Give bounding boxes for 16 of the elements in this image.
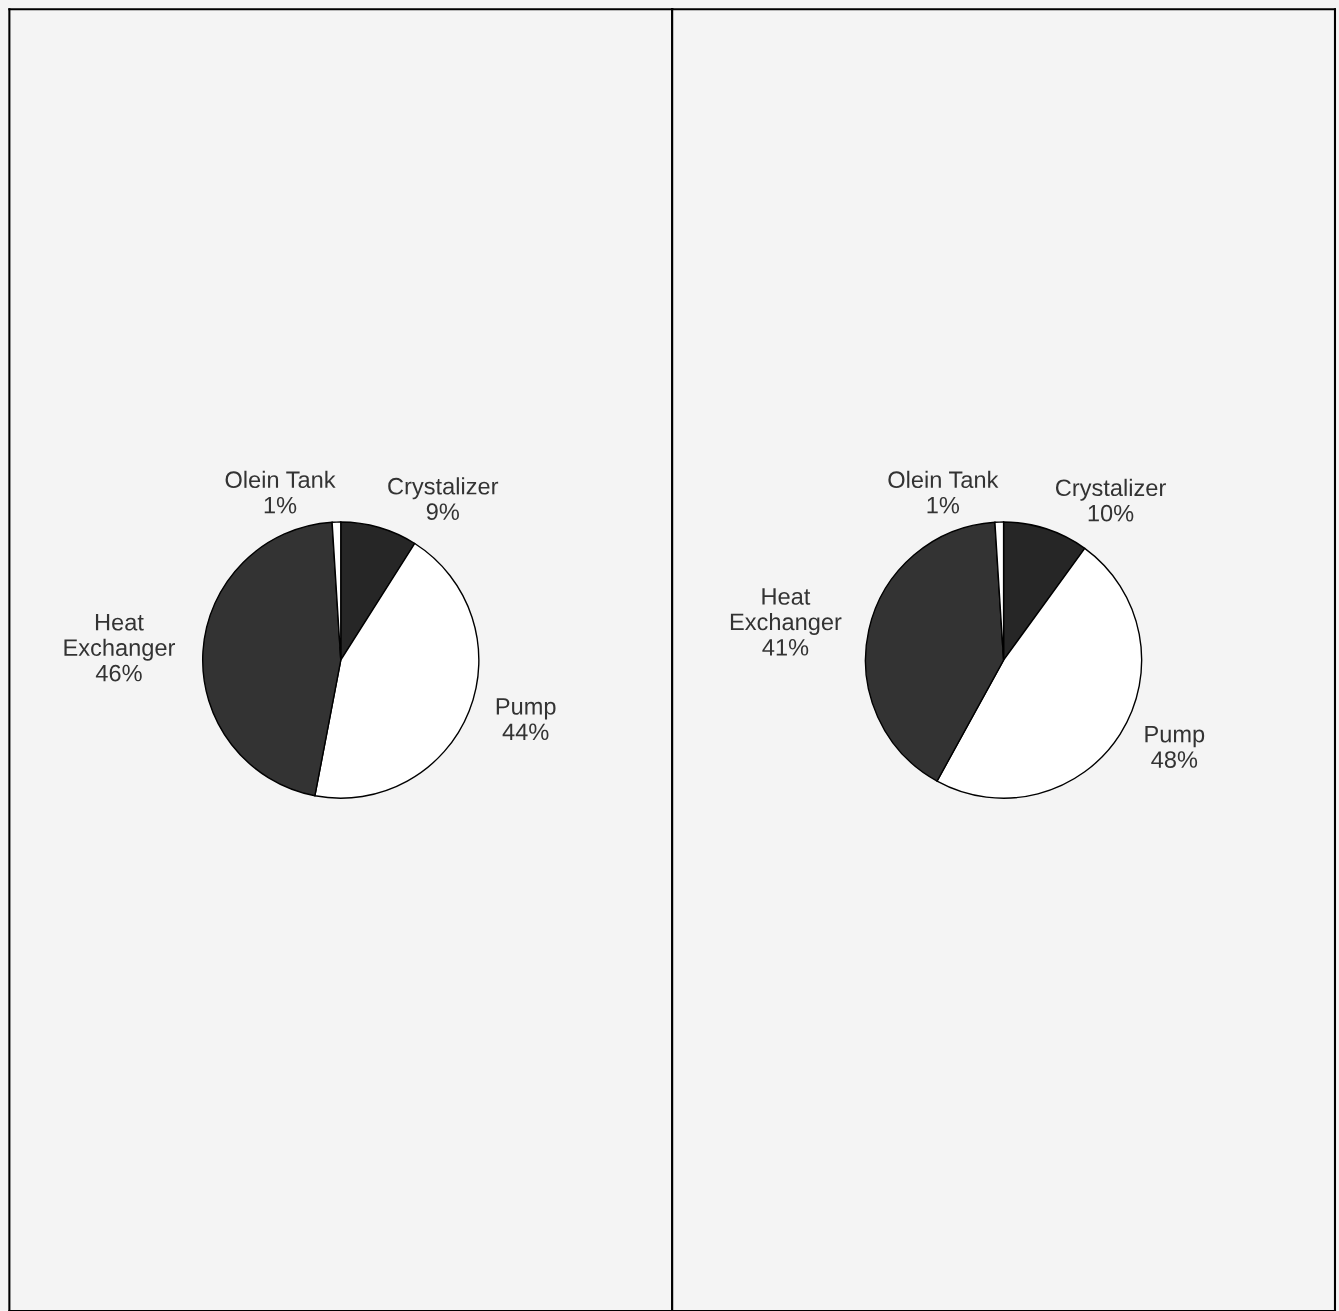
slice-label: Heat Exchanger [64, 614, 176, 661]
data-label: 41% [762, 639, 809, 656]
slice-label: Crystalizer [1055, 478, 1166, 501]
data-label: 10% [1088, 504, 1134, 522]
slice-label: Olein Tank [888, 470, 999, 489]
slice-label: Olein Tank [225, 470, 336, 489]
data-label: 48% [1151, 751, 1198, 768]
data-label: 9% [426, 503, 459, 521]
data-label: 46% [95, 664, 142, 682]
slice-label: Heat Exchanger [730, 588, 842, 635]
data-label: 1% [264, 496, 297, 514]
data-label: 44% [502, 723, 549, 741]
slice-label: Crystalizer [388, 477, 499, 500]
slice-label: Pump [496, 698, 556, 720]
data-label: 1% [927, 496, 960, 514]
slice-label: Pump [1145, 726, 1205, 748]
